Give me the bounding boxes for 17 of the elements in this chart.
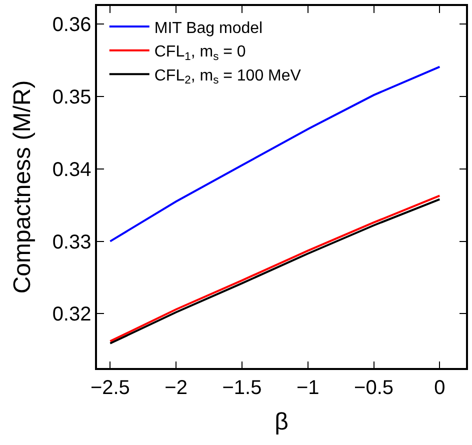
y-tick-label: 0.35 xyxy=(52,86,92,108)
x-tick-label: −2.5 xyxy=(90,376,130,399)
legend-label: CFL$_{1}$, m$_{s}$ = 0 xyxy=(154,44,246,63)
y-tick-label: 0.34 xyxy=(52,158,92,181)
y-axis-title: Compactness (M/R) xyxy=(8,80,36,294)
legend-label: CFL$_{2}$, m$_{s}$ = 100 MeV xyxy=(154,67,302,87)
x-tick-label: −0.5 xyxy=(354,376,394,399)
y-tick-label: 0.33 xyxy=(52,231,92,254)
y-tick-label: 0.36 xyxy=(52,14,92,36)
x-tick-label: 0 xyxy=(434,376,446,399)
y-tick-label: 0.32 xyxy=(52,304,92,326)
x-tick-label: −1 xyxy=(296,376,320,399)
x-tick-label: −1.5 xyxy=(222,376,262,399)
legend-label: MIT Bag model xyxy=(154,20,263,37)
x-tick-label: −2 xyxy=(164,376,188,399)
line-series xyxy=(109,66,441,242)
x-axis-title: β xyxy=(274,408,288,436)
